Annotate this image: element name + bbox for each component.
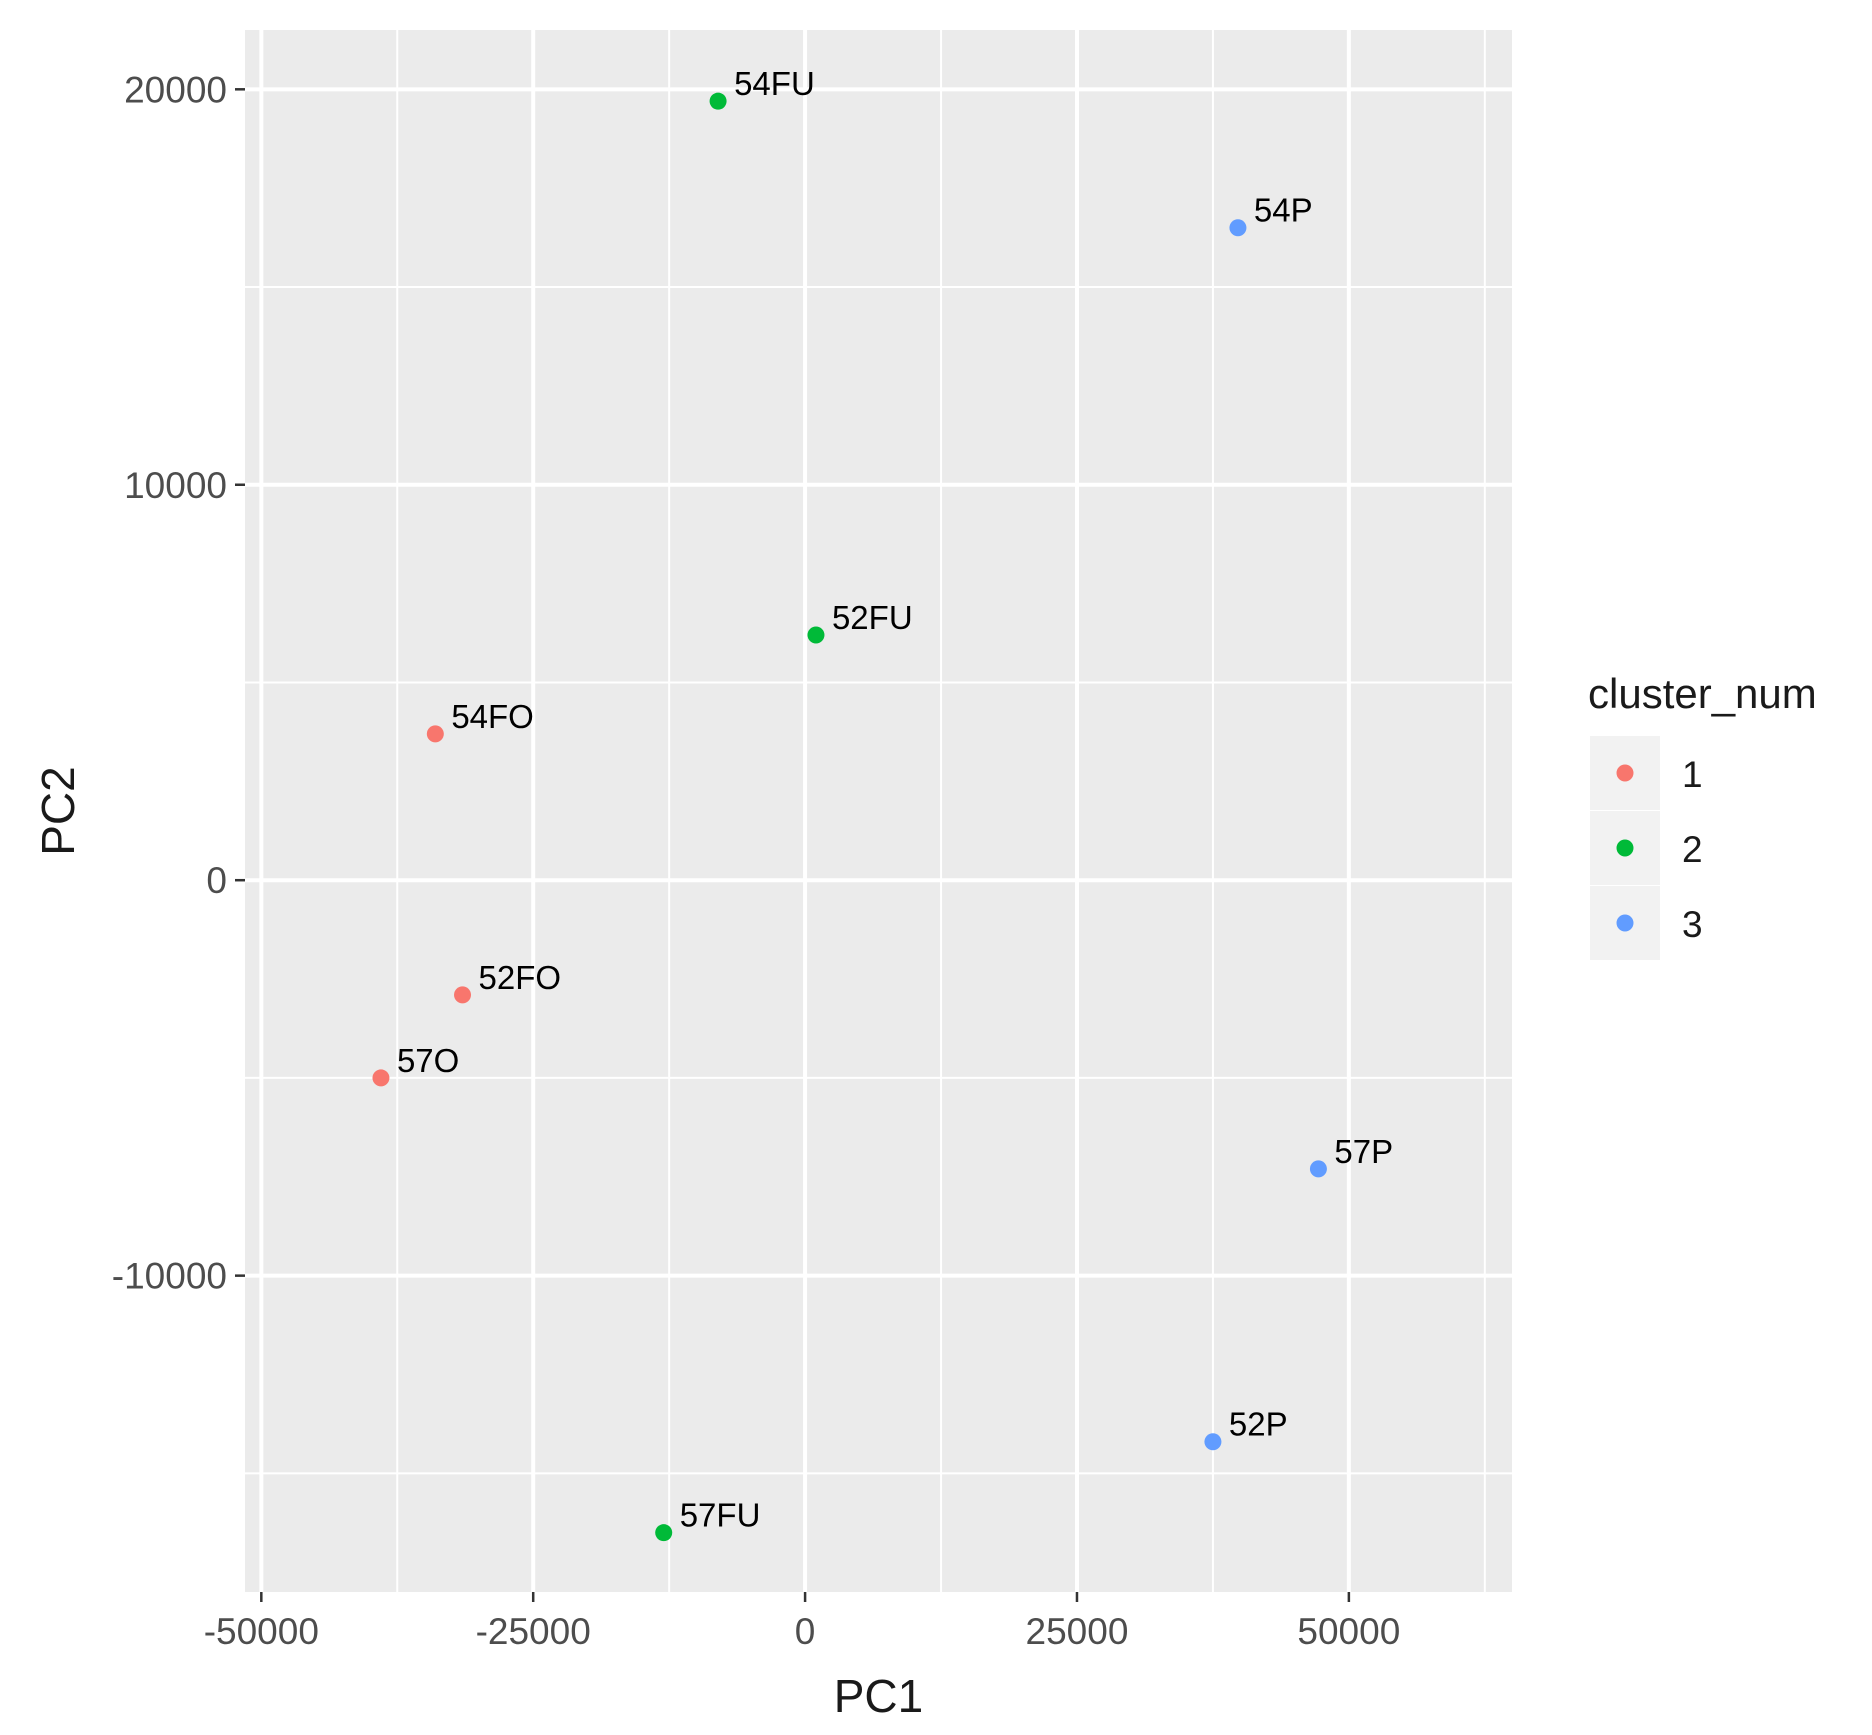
y-tick-label: 0 xyxy=(206,860,227,901)
data-point-52p xyxy=(1204,1433,1222,1451)
data-point-label: 57FU xyxy=(680,1497,761,1534)
data-point-57o xyxy=(372,1069,390,1087)
legend-label: 1 xyxy=(1682,754,1703,795)
data-point-label: 54P xyxy=(1254,192,1313,229)
axis-ticks: -50000 -25000 0 25000 50000 -10000 0 10000 20000 xyxy=(112,69,1401,1652)
legend-keys: 1 2 3 xyxy=(1590,736,1703,960)
legend: cluster_num 1 2 3 xyxy=(1588,670,1817,960)
y-tick-label: -10000 xyxy=(112,1256,227,1297)
data-points xyxy=(372,92,1327,1542)
legend-label: 3 xyxy=(1682,904,1703,945)
data-point-57p xyxy=(1309,1160,1327,1178)
legend-label: 2 xyxy=(1682,829,1703,870)
data-point-label: 52FU xyxy=(832,599,913,636)
major-gridlines xyxy=(245,30,1512,1592)
y-tick-label: 10000 xyxy=(124,465,227,506)
data-point-52fo xyxy=(454,986,472,1004)
data-point-labels: 54FU 54P 52FU 54FO 52FO 57O 57P 52P 57FU xyxy=(397,65,1393,1534)
legend-key-marker xyxy=(1616,764,1634,782)
data-point-52fu xyxy=(807,626,825,644)
legend-key-marker xyxy=(1616,839,1634,857)
data-point-label: 57O xyxy=(397,1042,459,1079)
data-point-54fu xyxy=(709,92,727,110)
x-tick-label: 25000 xyxy=(1026,1611,1129,1652)
x-tick-label: -50000 xyxy=(204,1611,319,1652)
data-point-label: 52P xyxy=(1229,1406,1288,1443)
data-point-57fu xyxy=(655,1524,673,1542)
data-point-label: 54FO xyxy=(451,698,534,735)
x-tick-label: 0 xyxy=(795,1611,816,1652)
y-axis-title: PC2 xyxy=(32,766,84,855)
legend-key-marker xyxy=(1616,914,1634,932)
minor-gridlines xyxy=(245,30,1512,1592)
x-axis-title: PC1 xyxy=(834,1670,923,1722)
data-point-label: 54FU xyxy=(734,65,815,102)
y-tick-label: 20000 xyxy=(124,69,227,110)
legend-title: cluster_num xyxy=(1588,670,1817,717)
data-point-54p xyxy=(1229,219,1247,237)
plot-panel xyxy=(245,30,1512,1592)
x-tick-label: 50000 xyxy=(1297,1611,1400,1652)
data-point-54fo xyxy=(426,725,444,743)
x-tick-label: -25000 xyxy=(476,1611,591,1652)
data-point-label: 57P xyxy=(1334,1133,1393,1170)
data-point-label: 52FO xyxy=(479,959,562,996)
